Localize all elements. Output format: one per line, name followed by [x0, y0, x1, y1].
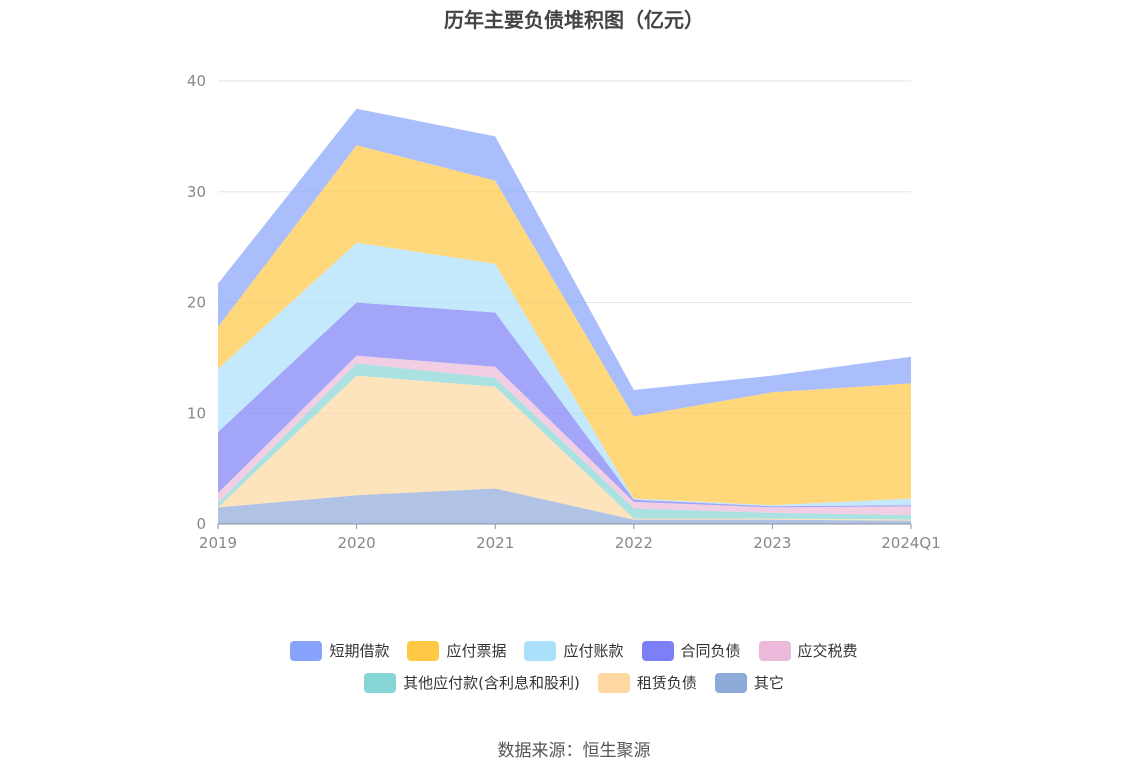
area-series-7: [218, 108, 911, 417]
legend-swatch: [641, 640, 674, 661]
legend-item[interactable]: 其它: [714, 672, 784, 693]
legend-label: 其它: [753, 674, 784, 692]
x-tick-label: 2019: [199, 534, 237, 552]
area-series-4: [218, 302, 911, 508]
legend-item[interactable]: 合同负债: [641, 640, 741, 661]
legend-swatch: [524, 640, 557, 661]
legend-swatch: [597, 672, 630, 693]
stacked-area-chart: 0 10 20 30 40 2019 2020 2021 2022 2023 2024Q1: [187, 72, 941, 552]
legend-label: 应付账款: [563, 642, 624, 660]
area-series: [218, 108, 911, 524]
legend-item[interactable]: 应付账款: [524, 640, 624, 661]
legend-swatch: [364, 672, 397, 693]
legend-swatch: [758, 640, 791, 661]
x-tick-label: 2024Q1: [881, 534, 941, 552]
legend-item[interactable]: 租赁负债: [597, 672, 697, 693]
legend-swatch: [290, 640, 323, 661]
x-tick-label: 2023: [753, 534, 791, 552]
chart-title: 历年主要负债堆积图（亿元）: [444, 8, 704, 32]
area-series-0: [218, 488, 911, 524]
legend-row: 其他应付款(含利息和股利) 租赁负债 其它: [0, 672, 1148, 693]
legend-label: 短期借款: [329, 642, 390, 660]
legend-label: 应付票据: [446, 642, 507, 660]
legend-item[interactable]: 其他应付款(含利息和股利): [364, 672, 580, 693]
y-tick-label: 10: [187, 404, 206, 422]
legend-label: 租赁负债: [636, 674, 697, 692]
area-series-3: [218, 355, 911, 516]
area-series-6: [218, 145, 911, 506]
source-note: 数据来源：恒生聚源: [497, 741, 651, 761]
y-tick-label: 20: [187, 294, 206, 312]
legend-label: 其他应付款(含利息和股利): [403, 674, 580, 692]
legend-swatch: [407, 640, 440, 661]
legend-item[interactable]: 应付票据: [407, 640, 506, 661]
legend-swatch: [714, 672, 747, 693]
x-tick-label: 2020: [338, 534, 376, 552]
x-tick-label: 2021: [476, 534, 514, 552]
y-tick-label: 40: [187, 72, 206, 90]
y-tick-label: 0: [196, 515, 206, 533]
y-tick-label: 30: [187, 183, 206, 201]
legend: 短期借款 应付票据 应付账款 合同负债 应交税费 其他应付款(含利息和股利) 租赁负债 其它: [0, 640, 1148, 704]
legend-label: 应交税费: [797, 642, 858, 660]
legend-row: 短期借款 应付票据 应付账款 合同负债 应交税费: [0, 640, 1148, 661]
legend-label: 合同负债: [680, 642, 741, 660]
x-tick-label: 2022: [615, 534, 653, 552]
legend-item[interactable]: 短期借款: [290, 640, 389, 661]
area-series-1: [218, 375, 911, 521]
axes: 0 10 20 30 40 2019 2020 2021 2022 2023 2024Q1: [187, 72, 941, 552]
legend-item[interactable]: 应交税费: [758, 640, 858, 661]
